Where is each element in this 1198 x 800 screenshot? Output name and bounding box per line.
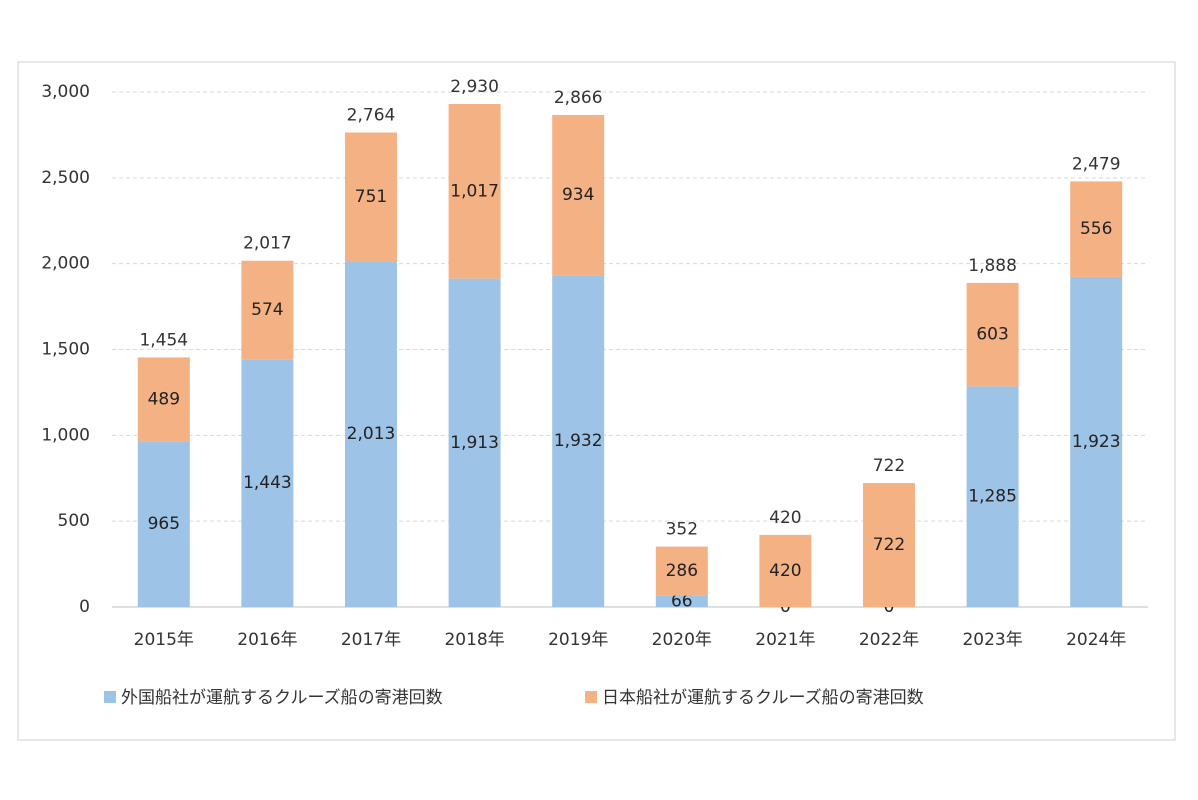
x-tick-label: 2021年	[755, 630, 815, 650]
x-tick-label: 2020年	[652, 630, 712, 650]
data-label: 574	[251, 300, 283, 320]
data-label: 286	[666, 561, 698, 581]
total-label: 2,930	[450, 77, 499, 97]
data-label: 489	[148, 389, 180, 409]
bar-segment	[137, 441, 190, 607]
total-label: 420	[769, 508, 801, 528]
bar-segment	[552, 115, 605, 276]
bar-segment	[759, 534, 812, 607]
bar-segment	[448, 104, 501, 279]
y-tick-label: 500	[58, 511, 90, 531]
data-label: 603	[976, 325, 1008, 345]
legend-label: 外国船社が運航するクルーズ船の寄港回数	[121, 688, 443, 708]
bar-segment	[1070, 181, 1123, 277]
total-label: 2,866	[554, 88, 603, 108]
y-tick-label: 1,500	[41, 340, 90, 360]
bar-segment	[655, 595, 708, 607]
data-label: 965	[148, 514, 180, 534]
data-label: 2,013	[347, 424, 396, 444]
total-label: 2,764	[347, 106, 396, 126]
x-tick-label: 2018年	[444, 630, 504, 650]
y-tick-label: 3,000	[41, 82, 90, 102]
data-label: 751	[355, 187, 387, 207]
data-label: 934	[562, 185, 594, 205]
total-label: 722	[873, 456, 905, 476]
data-label: 1,932	[554, 431, 603, 451]
data-label: 1,923	[1072, 432, 1121, 452]
legend-label: 日本船社が運航するクルーズ船の寄港回数	[602, 688, 924, 708]
y-tick-label: 2,000	[41, 254, 90, 274]
total-label: 1,888	[968, 256, 1017, 276]
bar-segment	[552, 275, 605, 607]
data-label: 722	[873, 535, 905, 555]
data-label: 1,913	[450, 433, 499, 453]
x-tick-label: 2023年	[962, 630, 1022, 650]
total-label: 2,017	[243, 234, 292, 254]
bar-segment	[1070, 276, 1123, 607]
total-label: 352	[666, 520, 698, 540]
bar-segment	[655, 546, 708, 596]
y-tick-label: 1,000	[41, 425, 90, 445]
total-label: 1,454	[139, 330, 188, 350]
bar-segment	[137, 357, 190, 442]
data-label: 1,443	[243, 473, 292, 493]
data-label: 1,285	[968, 487, 1017, 507]
data-label: 420	[769, 561, 801, 581]
bar-segment	[448, 278, 501, 607]
bar-segment	[863, 483, 915, 607]
x-tick-label: 2019年	[548, 630, 608, 650]
data-label: 556	[1080, 219, 1112, 239]
x-tick-label: 2016年	[237, 630, 297, 650]
y-tick-label: 2,500	[41, 168, 90, 188]
x-tick-label: 2015年	[134, 630, 194, 650]
data-label: 66	[671, 591, 693, 611]
x-tick-label: 2022年	[859, 630, 919, 650]
x-tick-label: 2024年	[1066, 630, 1126, 650]
bar-segment	[345, 132, 397, 262]
legend-swatch	[104, 691, 116, 703]
bar-segment	[241, 260, 294, 360]
bar-segment	[966, 386, 1019, 607]
bar-segment	[241, 359, 294, 607]
x-tick-label: 2017年	[341, 630, 401, 650]
legend-swatch	[585, 691, 597, 703]
bar-segment	[345, 261, 397, 607]
bar-segment	[966, 282, 1019, 387]
total-label: 2,479	[1072, 154, 1121, 174]
data-label: 1,017	[450, 181, 499, 201]
y-tick-label: 0	[79, 597, 90, 617]
